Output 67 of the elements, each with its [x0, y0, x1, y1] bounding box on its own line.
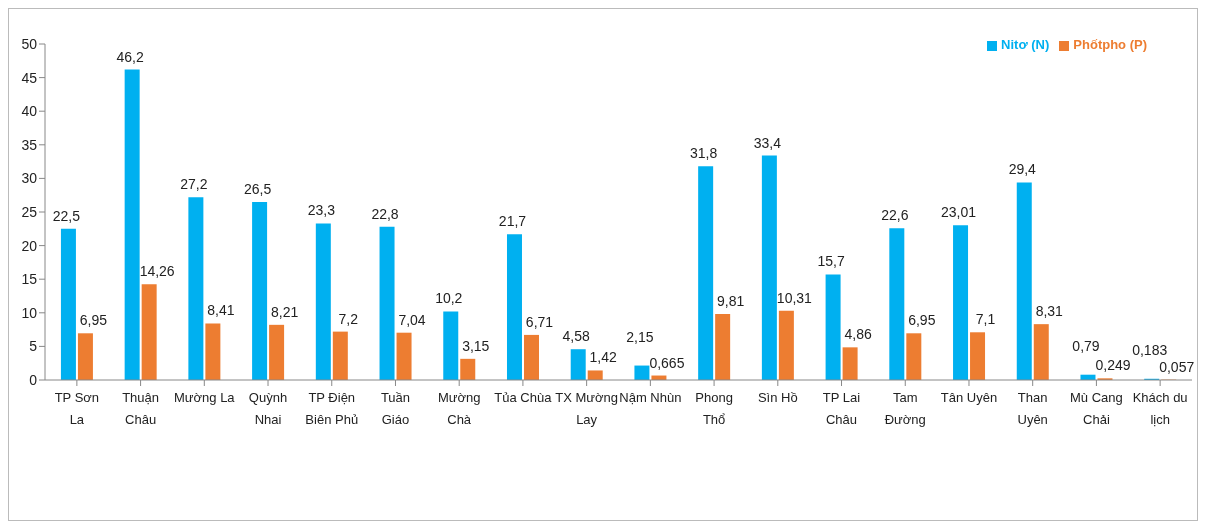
data-label: 0,057: [1159, 358, 1195, 375]
data-label: 1,42: [589, 349, 618, 366]
x-tick-label: TP Sơn La: [54, 390, 100, 427]
y-tick-label: 10: [21, 304, 38, 321]
x-tick-label: Quỳnh Nhai: [248, 390, 288, 427]
x-tick-label: Thuận Châu: [122, 390, 160, 427]
data-label: 31,8: [690, 145, 718, 162]
data-label: 9,81: [717, 293, 745, 310]
x-tick-label: TP Điện Biên Phủ: [305, 390, 359, 427]
data-label: 14,26: [139, 263, 175, 280]
data-label: 3,15: [462, 337, 490, 354]
y-tick-label: 30: [21, 170, 38, 187]
data-label: 6,95: [79, 312, 108, 329]
data-label: 0,79: [1072, 337, 1100, 354]
x-tick-label: Mường La: [174, 390, 236, 405]
x-tick-label: Than Uyên: [1017, 390, 1048, 427]
y-tick-label: 35: [21, 136, 38, 153]
data-label: 22,5: [52, 207, 81, 224]
x-tick-label: Khách du lịch: [1132, 390, 1188, 427]
data-label: 6,95: [908, 312, 936, 329]
data-label: 23,3: [307, 202, 336, 219]
y-tick-label: 40: [21, 103, 38, 120]
x-tick-label: Tam Đường: [884, 390, 926, 427]
data-label: 2,15: [626, 328, 654, 345]
x-tick-label: Phong Thổ: [695, 390, 733, 427]
data-label: 7,2: [338, 310, 359, 327]
data-label: 22,8: [371, 205, 399, 222]
x-tick-label: Sìn Hồ: [757, 390, 798, 405]
data-label: 33,4: [753, 134, 782, 151]
y-tick-label: 50: [21, 35, 38, 52]
data-label: 10,31: [776, 289, 813, 306]
data-label: 7,04: [398, 311, 426, 328]
data-label: 27,2: [180, 176, 208, 193]
x-tick-label: Tuần Giáo: [380, 390, 411, 427]
data-label: 0,249: [1095, 357, 1131, 374]
data-label: 8,31: [1035, 303, 1064, 320]
data-label: 29,4: [1008, 161, 1037, 178]
data-label: 26,5: [243, 180, 272, 197]
data-label: 21,7: [498, 213, 527, 230]
data-label: 8,21: [270, 303, 299, 320]
y-tick-label: 0: [29, 371, 38, 388]
y-tick-label: 45: [21, 69, 38, 86]
y-tick-label: 5: [29, 338, 38, 355]
data-label: 0,183: [1132, 341, 1168, 358]
legend-label: Nitơ (N): [1001, 37, 1050, 52]
y-tick-label: 15: [21, 271, 38, 288]
x-tick-label: Mù Cang Chải: [1070, 390, 1123, 427]
y-tick-label: 25: [21, 203, 38, 220]
data-label: 7,1: [975, 311, 996, 328]
data-label: 23,01: [941, 204, 977, 221]
x-tick-label: Tân Uyên: [940, 390, 998, 405]
data-label: 4,58: [562, 328, 591, 345]
x-tick-label: Nậm Nhùn: [619, 390, 682, 405]
x-tick-label: Mường Chà: [437, 390, 481, 427]
data-label: 6,71: [525, 313, 554, 330]
data-label: 0,665: [649, 354, 685, 371]
x-tick-label: Tủa Chùa: [494, 390, 553, 405]
data-label: 22,6: [881, 207, 909, 224]
x-tick-label: TX Mường Lay: [555, 390, 619, 427]
data-label: 10,2: [435, 290, 463, 307]
data-label: 4,86: [844, 326, 872, 343]
x-tick-label: TP Lai Châu: [822, 390, 861, 427]
data-label: 8,41: [207, 302, 235, 319]
data-label: 46,2: [116, 48, 144, 65]
legend-label: Phốtpho (P): [1073, 37, 1147, 52]
y-tick-label: 20: [21, 237, 38, 254]
data-label: 15,7: [817, 253, 845, 270]
